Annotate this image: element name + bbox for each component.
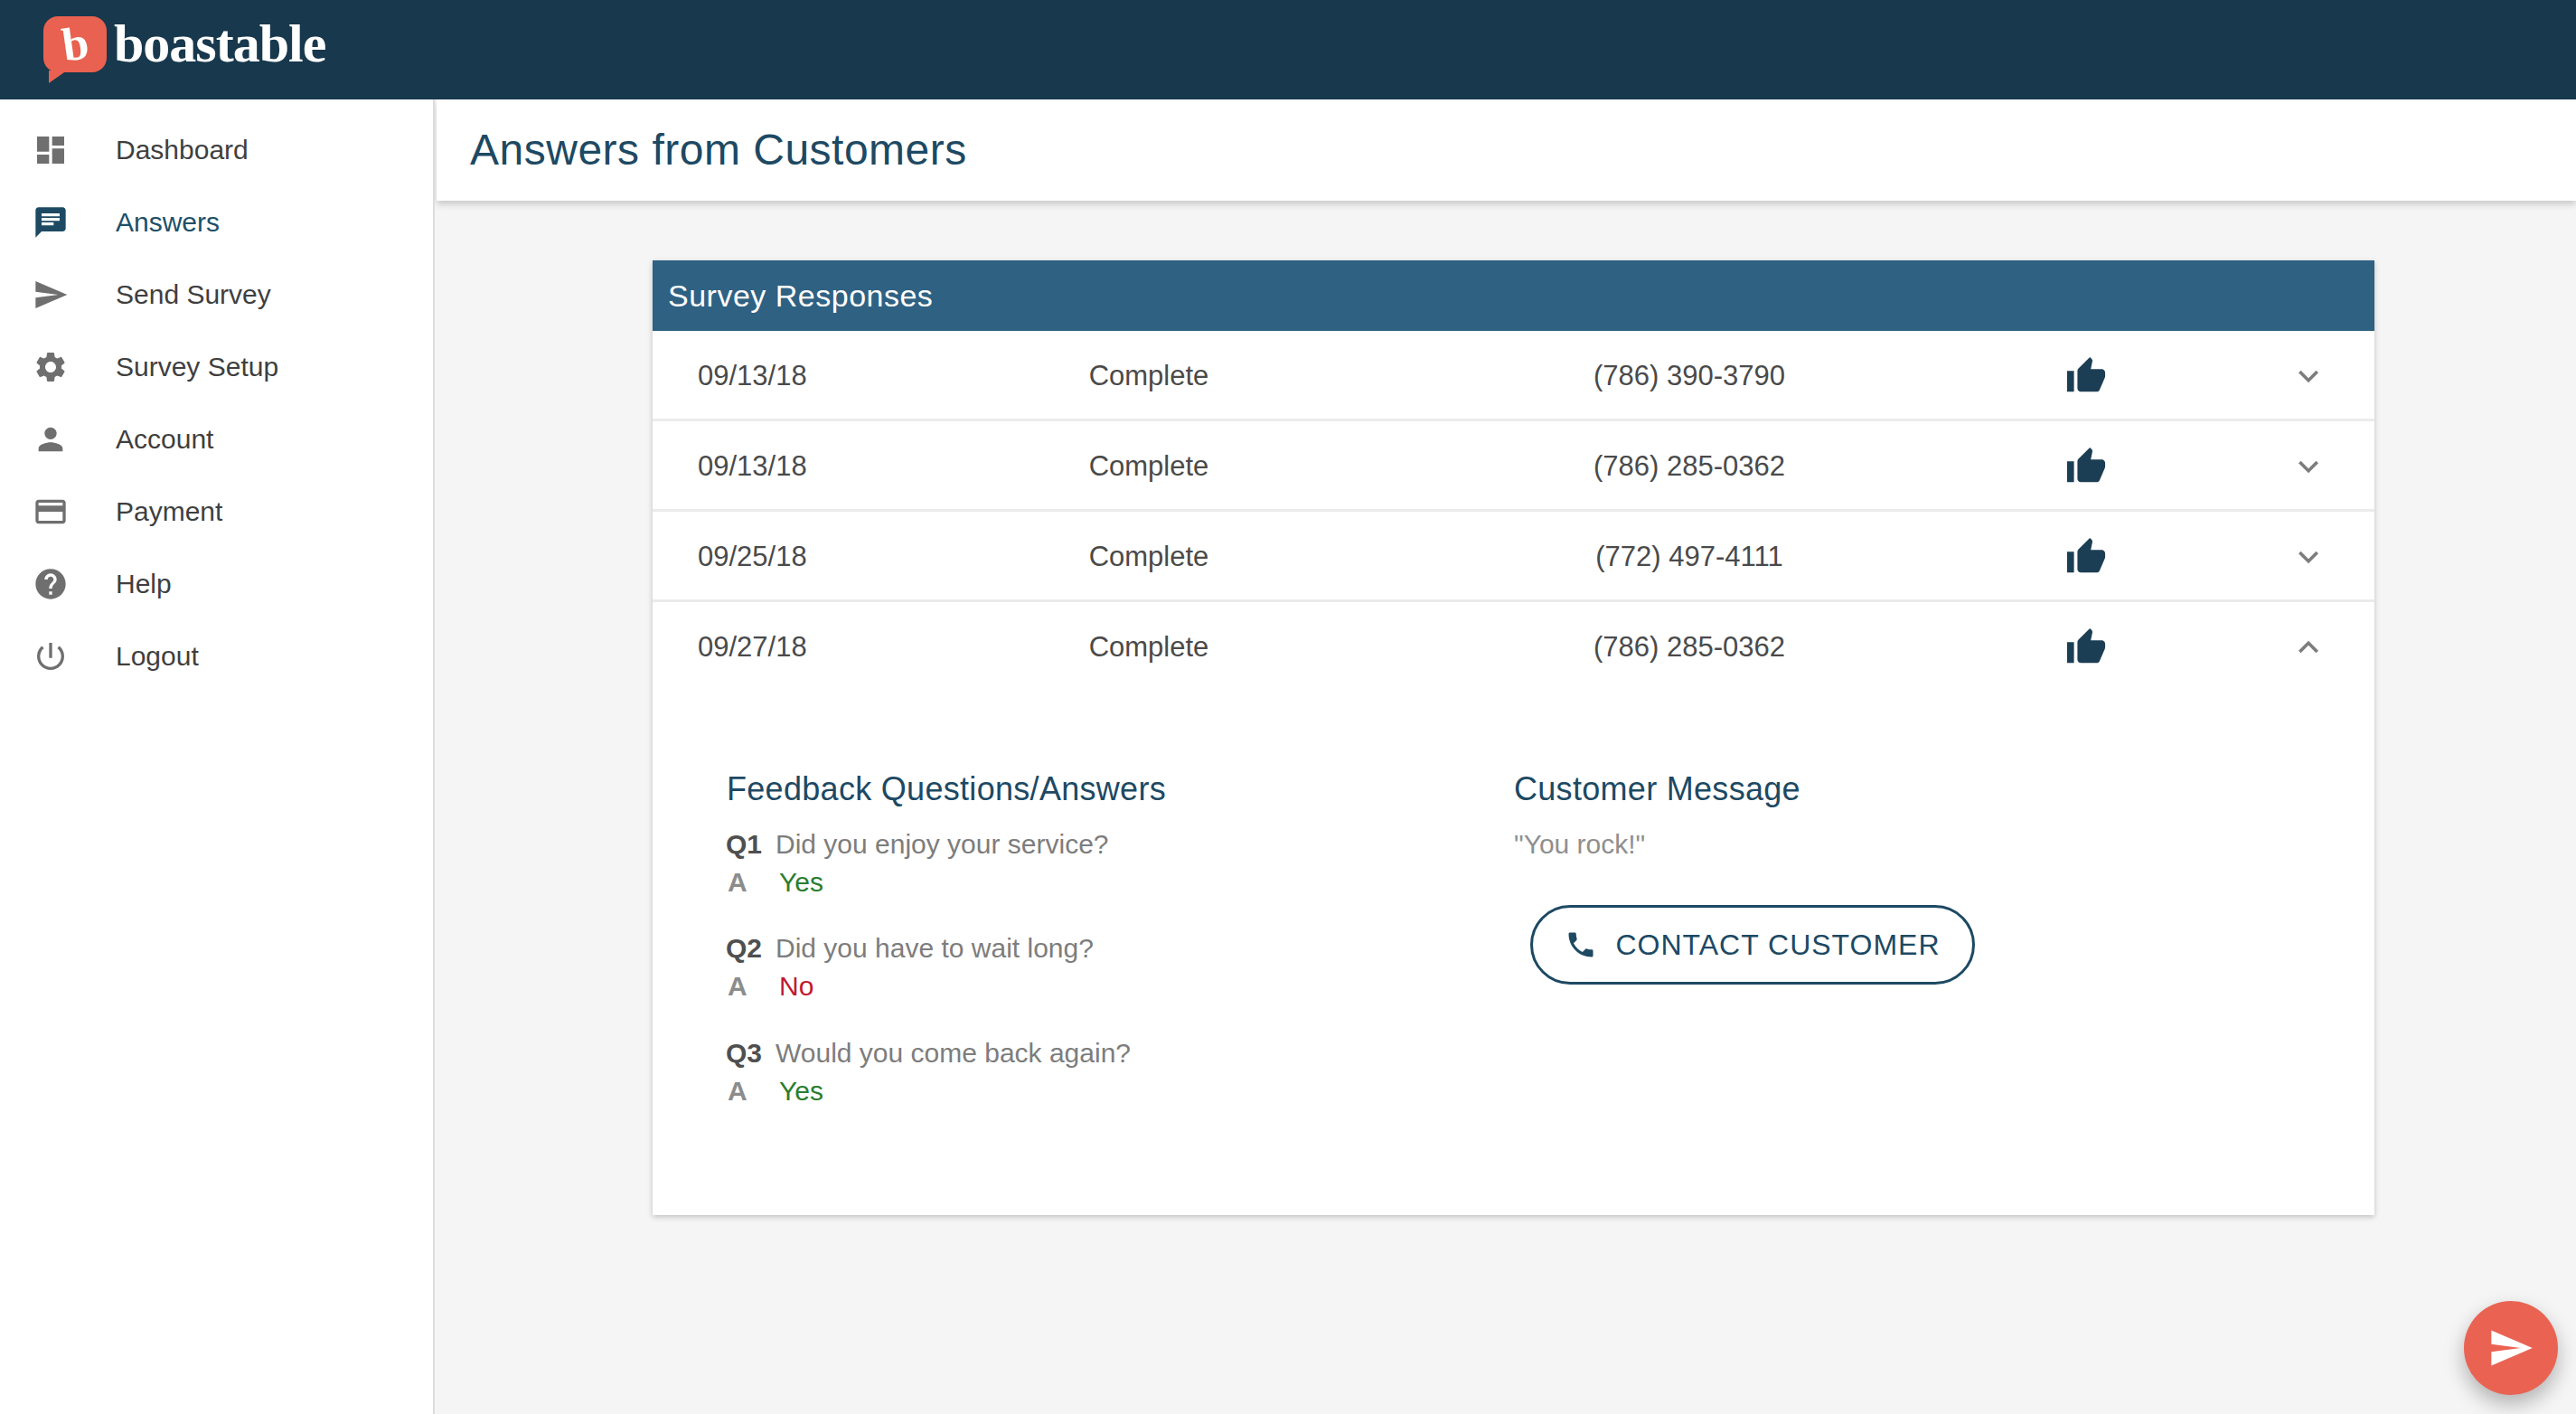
- response-date: 09/27/18: [698, 602, 807, 693]
- response-status: Complete: [1013, 512, 1284, 602]
- sidebar-item-dashboard[interactable]: Dashboard: [0, 114, 433, 186]
- person-icon: [33, 421, 69, 457]
- sidebar-item-answers[interactable]: Answers: [0, 186, 433, 259]
- top-app-bar: b boastable: [0, 0, 2576, 99]
- answer-text: Yes: [779, 867, 823, 898]
- survey-response-row[interactable]: 09/13/18 Complete (786) 285-0362: [653, 421, 2374, 512]
- panel-header: Survey Responses: [653, 260, 2374, 331]
- sidebar-item-survey-setup[interactable]: Survey Setup: [0, 331, 433, 403]
- phone-icon: [1565, 929, 1597, 961]
- page-heading-bar: Answers from Customers: [437, 99, 2576, 201]
- page-title: Answers from Customers: [437, 99, 2576, 201]
- question-text: Did you have to wait long?: [776, 933, 1094, 964]
- logo-speech-bubble-icon: b: [43, 16, 107, 72]
- thumb-up-icon: [2064, 512, 2109, 602]
- sidebar-item-label: Payment: [116, 496, 222, 527]
- survey-response-row-expanded[interactable]: 09/27/18 Complete (786) 285-0362: [653, 602, 2374, 693]
- response-phone: (786) 285-0362: [1554, 421, 1825, 512]
- sidebar-item-label: Logout: [116, 641, 199, 672]
- logo-wordmark: boastable: [114, 13, 325, 75]
- response-date: 09/25/18: [698, 512, 807, 602]
- response-phone: (786) 390-3790: [1554, 331, 1825, 421]
- survey-response-row[interactable]: 09/13/18 Complete (786) 390-3790: [653, 331, 2374, 421]
- power-icon: [33, 638, 69, 674]
- chevron-up-icon[interactable]: [2286, 602, 2331, 693]
- sidebar-item-account[interactable]: Account: [0, 403, 433, 476]
- response-date: 09/13/18: [698, 331, 807, 421]
- sidebar-item-payment[interactable]: Payment: [0, 476, 433, 548]
- send-icon: [33, 277, 69, 313]
- thumb-up-icon: [2064, 421, 2109, 512]
- sidebar-item-label: Help: [116, 569, 172, 599]
- sidebar-item-label: Survey Setup: [116, 352, 278, 382]
- response-phone: (772) 497-4111: [1554, 512, 1825, 602]
- app-root: b boastable Dashboard Answers Send Surve…: [0, 0, 2576, 1414]
- sidebar-item-label: Dashboard: [116, 135, 249, 165]
- chevron-down-icon[interactable]: [2286, 331, 2331, 421]
- feedback-section-title: Feedback Questions/Answers: [727, 770, 1166, 808]
- sidebar-item-label: Answers: [116, 207, 220, 238]
- response-status: Complete: [1013, 602, 1284, 693]
- customer-message-text: "You rock!": [1514, 829, 1645, 860]
- thumb-up-icon: [2064, 331, 2109, 421]
- survey-responses-panel: Survey Responses 09/13/18 Complete (786)…: [653, 260, 2374, 1215]
- response-status: Complete: [1013, 421, 1284, 512]
- answer-text: Yes: [779, 1076, 823, 1107]
- response-date: 09/13/18: [698, 421, 807, 512]
- answer-text: No: [779, 971, 813, 1002]
- logo-letter: b: [59, 19, 91, 70]
- contact-customer-button[interactable]: CONTACT CUSTOMER: [1530, 905, 1975, 985]
- answer-label: A: [728, 1076, 747, 1107]
- sidebar-item-send-survey[interactable]: Send Survey: [0, 259, 433, 331]
- question-text: Did you enjoy your service?: [776, 829, 1109, 860]
- question-label: Q1: [726, 829, 762, 860]
- response-status: Complete: [1013, 331, 1284, 421]
- contact-customer-label: CONTACT CUSTOMER: [1615, 929, 1940, 962]
- help-icon: [33, 566, 69, 602]
- boastable-logo: b boastable: [43, 13, 325, 75]
- send-icon: [2487, 1324, 2534, 1372]
- chevron-down-icon[interactable]: [2286, 421, 2331, 512]
- thumb-up-icon: [2064, 602, 2109, 693]
- customer-message-title: Customer Message: [1514, 770, 1800, 808]
- sidebar-item-label: Account: [116, 424, 213, 455]
- sidebar-nav: Dashboard Answers Send Survey Survey Set…: [0, 99, 435, 1414]
- gear-icon: [33, 349, 69, 385]
- survey-response-row[interactable]: 09/25/18 Complete (772) 497-4111: [653, 512, 2374, 602]
- dashboard-icon: [33, 132, 69, 168]
- question-text: Would you come back again?: [776, 1038, 1131, 1069]
- sidebar-item-help[interactable]: Help: [0, 548, 433, 620]
- question-label: Q2: [726, 933, 762, 964]
- panel-title: Survey Responses: [653, 260, 2374, 331]
- sidebar-item-logout[interactable]: Logout: [0, 620, 433, 693]
- sidebar-item-label: Send Survey: [116, 279, 271, 310]
- question-label: Q3: [726, 1038, 762, 1069]
- chat-icon: [33, 204, 69, 240]
- answer-label: A: [728, 867, 747, 898]
- chevron-down-icon[interactable]: [2286, 512, 2331, 602]
- answer-label: A: [728, 971, 747, 1002]
- response-phone: (786) 285-0362: [1554, 602, 1825, 693]
- credit-card-icon: [33, 494, 69, 530]
- send-survey-fab[interactable]: [2464, 1301, 2558, 1395]
